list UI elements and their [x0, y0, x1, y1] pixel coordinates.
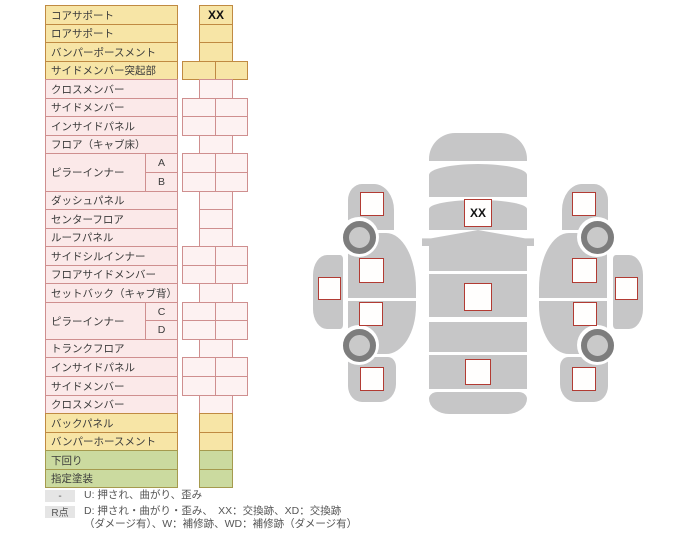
car-hood-band: [429, 164, 527, 197]
part-sublabel: B: [145, 172, 178, 192]
legend-text-u: U: 押され、曲がり、歪み: [84, 489, 203, 501]
part-label: フロア（キャブ床）: [45, 135, 178, 154]
damage-cell-right[interactable]: [215, 265, 248, 284]
damage-cell-left[interactable]: [182, 320, 216, 340]
damage-cell-left[interactable]: [182, 376, 216, 396]
left-front-wheel: [339, 217, 379, 257]
marker-right-outer-panel[interactable]: [615, 277, 638, 300]
legend-text-d-line2: （ダメージ有）、W：補修跡、WD：補修跡（ダメージ有）: [84, 518, 358, 530]
part-label: 下回り: [45, 450, 178, 470]
part-sublabel: C: [145, 302, 178, 321]
car-nose-band: [429, 133, 527, 161]
damage-cell-center[interactable]: [199, 135, 233, 154]
part-label: トランクフロア: [45, 339, 178, 358]
damage-cell-center[interactable]: [199, 209, 233, 229]
damage-cell-center[interactable]: [199, 228, 233, 247]
damage-cell-left[interactable]: [182, 172, 216, 192]
part-label: クロスメンバー: [45, 79, 178, 99]
part-label: バックパネル: [45, 413, 178, 433]
damage-cell-right[interactable]: [215, 376, 248, 396]
part-label: サイドメンバー突起部: [45, 61, 178, 80]
part-label: センターフロア: [45, 209, 178, 229]
damage-cell-left[interactable]: [182, 302, 216, 321]
part-label: インサイドパネル: [45, 357, 178, 377]
marker-left-outer-panel[interactable]: [318, 277, 341, 300]
damage-cell-center[interactable]: [199, 450, 233, 470]
damage-cell-right[interactable]: [215, 61, 248, 80]
damage-cell-right[interactable]: [215, 153, 248, 173]
part-label: ルーフパネル: [45, 228, 178, 247]
damage-cell-center[interactable]: [199, 79, 233, 99]
damage-cell-right[interactable]: [215, 246, 248, 266]
damage-cell-center[interactable]: [199, 432, 233, 451]
damage-cell-right[interactable]: [215, 116, 248, 136]
damage-cell-right[interactable]: [215, 302, 248, 321]
car-tail-band: [429, 392, 527, 414]
part-label: ピラーインナー: [45, 302, 146, 340]
part-label: バンパーポースメント: [45, 42, 178, 62]
legend-row-rpoint: R点 D: 押され・曲がり・歪み、 XX：交換跡、XD：交換跡 （ダメージ有）、…: [45, 505, 465, 532]
legend-text-d: D: 押され・曲がり・歪み、 XX：交換跡、XD：交換跡 （ダメージ有）、W：補…: [84, 505, 357, 532]
damage-cell-left[interactable]: [182, 265, 216, 284]
part-label: ロアサポート: [45, 24, 178, 43]
damage-cell-center[interactable]: [199, 469, 233, 488]
marker-left-front-fender[interactable]: [360, 192, 384, 216]
damage-cell-left[interactable]: [182, 246, 216, 266]
damage-cell-center[interactable]: XX: [199, 5, 233, 25]
legend-badge-rpoint: R点: [45, 505, 75, 519]
car-roof-band-1: [429, 246, 527, 271]
part-label: インサイドパネル: [45, 116, 178, 136]
damage-cell-right[interactable]: [215, 172, 248, 192]
right-front-wheel: [577, 217, 617, 257]
marker-right-rear-door[interactable]: [573, 302, 597, 326]
damage-cell-left[interactable]: [182, 153, 216, 173]
part-label: クロスメンバー: [45, 395, 178, 414]
marker-top-view-center[interactable]: [464, 283, 492, 311]
legend-badge-dash: -: [45, 490, 75, 502]
front-direction-arrow: [422, 230, 534, 246]
part-label: サイドメンバー: [45, 376, 178, 396]
damage-cell-right[interactable]: [215, 320, 248, 340]
right-rear-wheel: [577, 325, 617, 365]
damage-cell-left[interactable]: [182, 357, 216, 377]
part-label: ピラーインナー: [45, 153, 146, 192]
part-label: ダッシュパネル: [45, 191, 178, 210]
part-sublabel: D: [145, 320, 178, 340]
marker-right-front-door[interactable]: [572, 258, 597, 283]
part-sublabel: A: [145, 153, 178, 173]
damage-cell-right[interactable]: [215, 357, 248, 377]
part-label: サイドメンバー: [45, 98, 178, 117]
left-rear-wheel: [339, 325, 379, 365]
car-roof-band-3: [429, 322, 527, 352]
damage-cell-center[interactable]: [199, 283, 233, 303]
damage-cell-left[interactable]: [182, 61, 216, 80]
damage-cell-right[interactable]: [215, 98, 248, 117]
damage-cell-center[interactable]: [199, 24, 233, 43]
damage-cell-center[interactable]: [199, 395, 233, 414]
damage-cell-left[interactable]: [182, 98, 216, 117]
marker-top-view-front[interactable]: XX: [464, 199, 492, 227]
marker-top-view-rear[interactable]: [465, 359, 491, 385]
marker-left-front-door[interactable]: [359, 258, 384, 283]
part-label: セットバック（キャブ背）: [45, 283, 178, 303]
legend-text-d-line1: D: 押され・曲がり・歪み、 XX：交換跡、XD：交換跡: [84, 504, 342, 517]
damage-cell-center[interactable]: [199, 339, 233, 358]
damage-cell-left[interactable]: [182, 116, 216, 136]
damage-cell-center[interactable]: [199, 191, 233, 210]
marker-left-rear-door[interactable]: [359, 302, 383, 326]
part-label: フロアサイドメンバー: [45, 265, 178, 284]
damage-cell-center[interactable]: [199, 42, 233, 62]
legend-row-u: - U: 押され、曲がり、歪み: [45, 489, 465, 503]
damage-cell-center[interactable]: [199, 413, 233, 433]
marker-right-front-fender[interactable]: [572, 192, 596, 216]
part-label: コアサポート: [45, 5, 178, 25]
marker-right-rear-fender[interactable]: [572, 367, 596, 391]
legend: - U: 押され、曲がり、歪み R点 D: 押され・曲がり・歪み、 XX：交換跡…: [45, 489, 465, 534]
part-label: 指定塗装: [45, 469, 178, 488]
part-label: サイドシルインナー: [45, 246, 178, 266]
part-label: バンパーホースメント: [45, 432, 178, 451]
marker-left-rear-fender[interactable]: [360, 367, 384, 391]
